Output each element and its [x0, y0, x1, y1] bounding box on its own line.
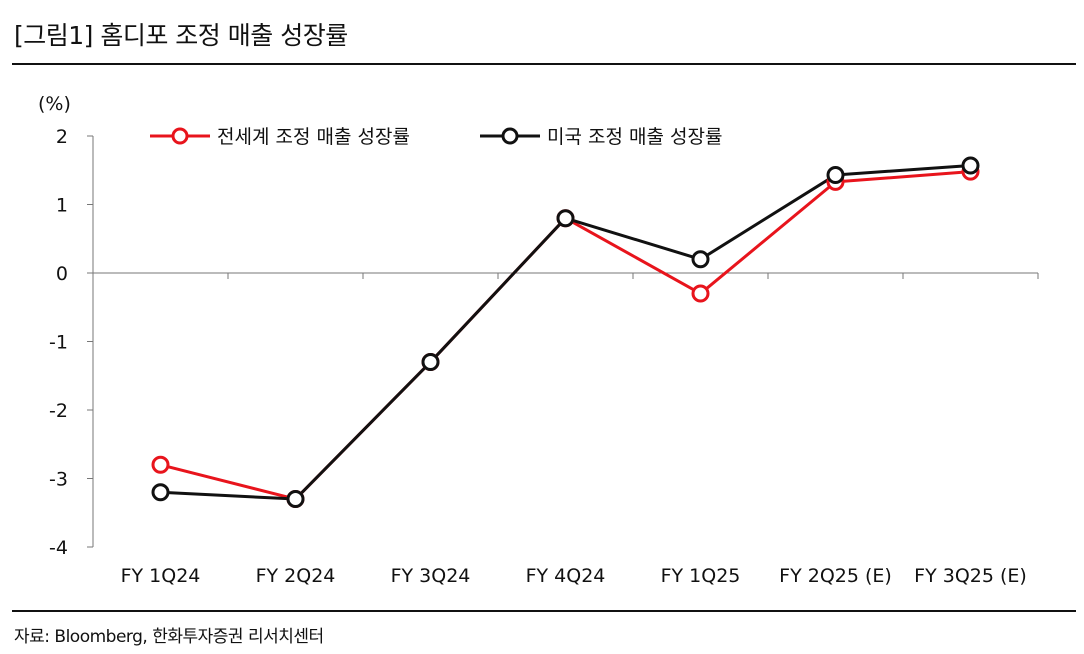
- x-tick-label: FY 4Q24: [526, 565, 606, 587]
- x-tick-label: FY 1Q25: [661, 565, 741, 587]
- series-2-point: [151, 483, 170, 502]
- bottom-rule: [12, 610, 1076, 612]
- y-tick-label: 1: [56, 195, 68, 217]
- series-2-point: [286, 490, 305, 509]
- top-rule: [12, 63, 1076, 65]
- source-note: 자료: Bloomberg, 한화투자증권 리서치센터: [14, 627, 324, 647]
- y-tick-label: -3: [49, 469, 68, 491]
- chart-title: [그림1] 홈디포 조정 매출 성장률: [14, 21, 348, 50]
- y-tick-label: -1: [49, 332, 68, 354]
- x-tick-label: FY 2Q25 (E): [779, 565, 892, 587]
- series-2-point: [421, 353, 440, 372]
- series-1-point: [151, 455, 170, 474]
- legend: 전세계 조정 매출 성장률 미국 조정 매출 성장률: [150, 126, 722, 148]
- legend-marker: [501, 127, 519, 145]
- axes: 2 1 0 -1 -2 -3 -4 (%) FY 1Q24 FY 2Q24 FY 3Q24 FY 4Q…: [38, 93, 1039, 587]
- x-tick-label: FY 3Q25 (E): [914, 565, 1027, 587]
- x-tick-label: FY 3Q24: [391, 565, 471, 587]
- y-tick-label: -4: [49, 537, 68, 559]
- y-tick-label: 0: [56, 263, 68, 285]
- legend-label: 전세계 조정 매출 성장률: [217, 126, 410, 148]
- series-layer: [151, 156, 980, 509]
- series-2-point: [691, 250, 710, 269]
- y-axis-unit-label: (%): [38, 93, 71, 115]
- x-tick-label: FY 1Q24: [121, 565, 201, 587]
- y-tick-label: 2: [56, 126, 68, 148]
- series-2-point: [961, 156, 980, 175]
- series-2-point: [556, 209, 575, 228]
- legend-marker: [171, 127, 189, 145]
- legend-label: 미국 조정 매출 성장률: [547, 126, 722, 148]
- series-2-point: [826, 166, 845, 185]
- series-1-point: [691, 284, 710, 303]
- y-tick-label: -2: [49, 400, 68, 422]
- x-tick-label: FY 2Q24: [256, 565, 336, 587]
